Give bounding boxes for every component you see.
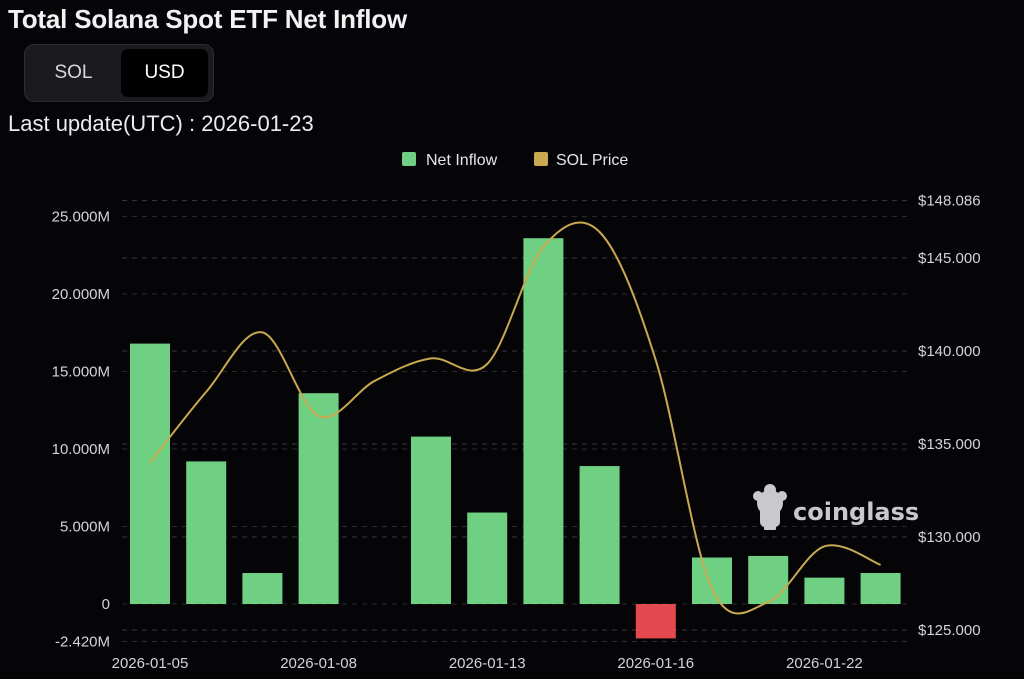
net-inflow-bar[interactable] [748, 555, 789, 604]
y-left-tick-label: 10.000M [52, 441, 110, 458]
currency-toggle: SOL USD [24, 44, 214, 102]
coinglass-wordmark: coinglass [793, 498, 919, 526]
legend-sol-price-swatch[interactable] [534, 152, 548, 166]
page-title: Total Solana Spot ETF Net Inflow [8, 4, 407, 34]
x-tick-label: 2026-01-05 [112, 655, 189, 672]
net-inflow-bar[interactable] [411, 436, 451, 604]
net-inflow-bar[interactable] [692, 557, 732, 605]
net-inflow-bars [130, 238, 901, 639]
x-tick-label: 2026-01-13 [449, 655, 526, 672]
chart-legend: Net Inflow SOL Price [402, 152, 628, 169]
y-axis-left: -2.420M 0 5.000M 10.000M 15.000M 20.000M 25.00… [52, 209, 110, 651]
usd-toggle-button[interactable]: USD [121, 49, 208, 97]
sol-toggle-button[interactable]: SOL [54, 62, 93, 83]
legend-net-inflow-label[interactable]: Net Inflow [426, 152, 498, 169]
y-left-tick-label: -2.420M [55, 634, 110, 651]
y-right-tick-label: $125.000 [918, 622, 981, 639]
net-inflow-bar[interactable] [860, 573, 901, 604]
x-tick-label: 2026-01-16 [617, 655, 694, 672]
y-right-tick-label: $135.000 [918, 436, 981, 453]
net-inflow-bar[interactable] [635, 604, 676, 639]
net-inflow-bar[interactable] [804, 577, 845, 604]
net-inflow-bar[interactable] [298, 393, 339, 604]
net-inflow-bar[interactable] [242, 573, 283, 604]
last-update-label: Last update(UTC) : 2026-01-23 [8, 111, 314, 136]
x-tick-label: 2026-01-22 [786, 655, 863, 672]
y-left-tick-label: 25.000M [52, 209, 110, 226]
y-right-tick-label: $140.000 [918, 343, 981, 360]
x-tick-label: 2026-01-08 [280, 655, 357, 672]
net-inflow-bar[interactable] [186, 461, 227, 604]
sol-price-line[interactable] [149, 221, 881, 615]
y-right-tick-label: $148.086 [918, 193, 981, 210]
y-axis-right: $125.000 $130.000 $135.000 $140.000 $145.000… [918, 193, 981, 639]
y-left-tick-label: 0 [102, 596, 110, 613]
coinglass-logo-icon [753, 484, 787, 530]
y-left-tick-label: 20.000M [52, 286, 110, 303]
x-axis: 2026-01-05 2026-01-08 2026-01-13 2026-01-16… [112, 655, 863, 672]
y-left-tick-label: 5.000M [60, 519, 110, 536]
net-inflow-bar[interactable] [523, 238, 564, 604]
legend-net-inflow-swatch[interactable] [402, 152, 416, 166]
grid-lines [122, 200, 912, 643]
legend-sol-price-label[interactable]: SOL Price [556, 152, 628, 169]
net-inflow-bar[interactable] [579, 466, 620, 604]
y-right-tick-label: $145.000 [918, 250, 981, 267]
net-inflow-bar[interactable] [130, 343, 170, 604]
net-inflow-bar[interactable] [467, 512, 508, 604]
y-left-tick-label: 15.000M [52, 364, 110, 381]
y-right-tick-label: $130.000 [918, 529, 981, 546]
coinglass-watermark: coinglass [753, 484, 919, 530]
